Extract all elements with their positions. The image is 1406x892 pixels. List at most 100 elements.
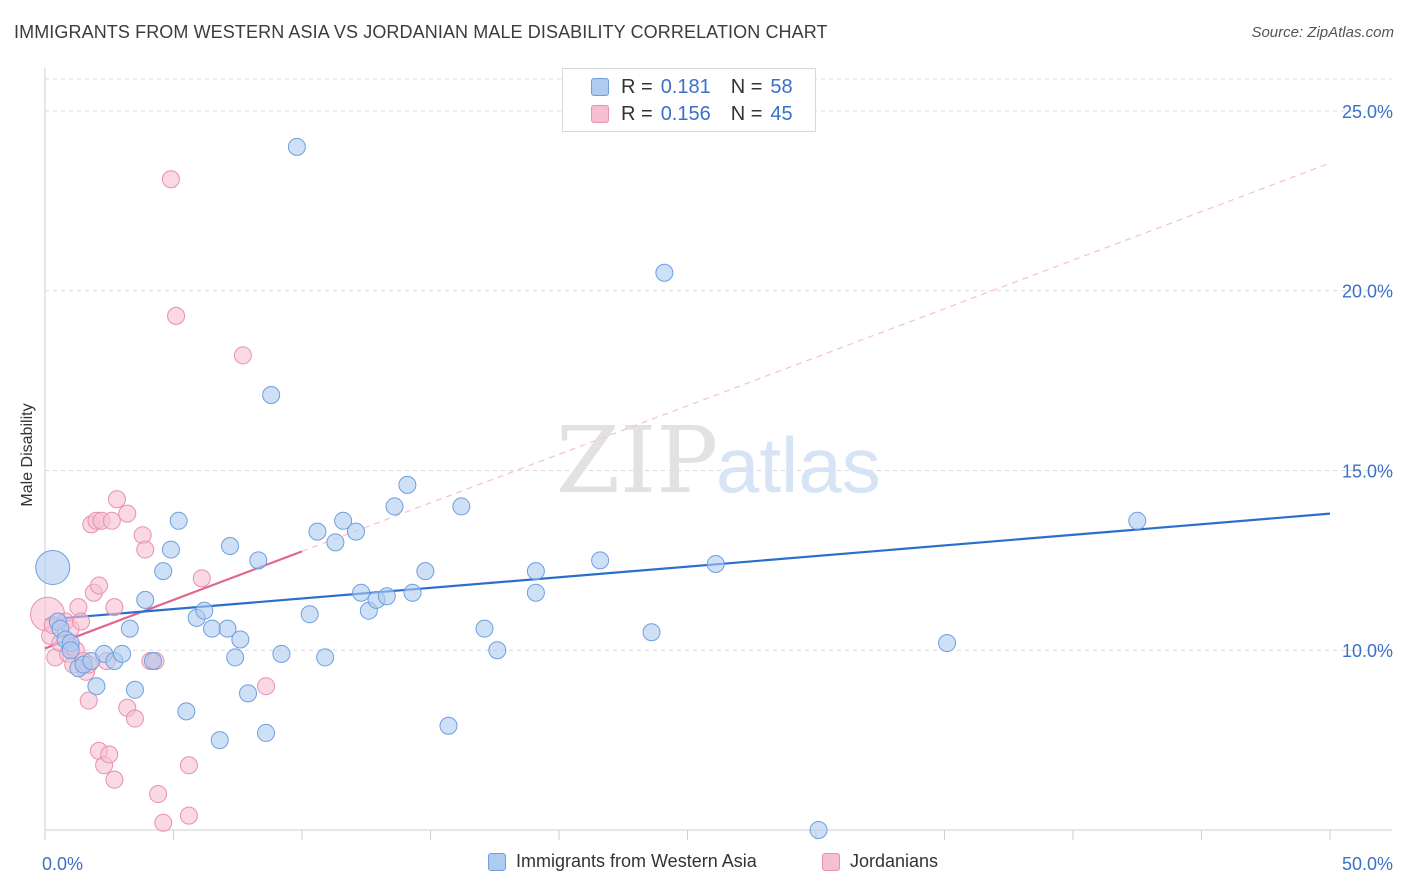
western-asia-point: [938, 634, 957, 653]
watermark-atlas: atlas: [716, 421, 881, 509]
western-asia-point: [475, 619, 494, 638]
western-asia-trend-line: [44, 512, 1331, 621]
western-asia-point: [239, 684, 258, 703]
jordanians-point: [161, 170, 180, 189]
chart-title: IMMIGRANTS FROM WESTERN ASIA VS JORDANIA…: [14, 22, 828, 42]
jordanians-point: [179, 756, 198, 775]
western-asia-point: [526, 562, 545, 581]
legend-swatch-pink: [591, 105, 609, 123]
western-asia-point: [272, 644, 291, 663]
western-asia-point: [226, 648, 245, 667]
western-asia-point: [439, 716, 458, 735]
western-asia-point: [161, 540, 180, 559]
western-asia-point: [203, 619, 222, 638]
trend-lines: [44, 162, 1331, 650]
western-asia-point: [221, 536, 240, 555]
source-note: Source: ZipAtlas.com: [1251, 24, 1394, 41]
western-asia-point: [326, 533, 345, 552]
legend-n-value: 58: [770, 75, 793, 98]
legend-series-label: Immigrants from Western Asia: [516, 851, 757, 871]
western-asia-point: [195, 601, 214, 620]
western-asia-point: [377, 587, 396, 606]
jordanians-point: [105, 598, 124, 617]
jordanians-point: [233, 346, 252, 365]
bottom-legend-western-asia[interactable]: Immigrants from Western Asia: [488, 851, 757, 872]
western-asia-points: [35, 137, 1147, 839]
jordanians-point: [154, 813, 173, 832]
western-asia-point: [113, 644, 132, 663]
western-asia-point: [61, 641, 80, 660]
western-asia-point: [87, 677, 106, 696]
western-asia-point: [452, 497, 471, 516]
axes: [44, 68, 1392, 840]
jordanians-trend-extension: [301, 162, 1331, 552]
western-asia-point: [706, 554, 725, 573]
western-asia-point: [398, 475, 417, 494]
correlation-legend: R = 0.181 N = 58 R = 0.156 N = 45: [562, 68, 816, 132]
legend-n-value: 45: [770, 102, 793, 125]
western-asia-point: [403, 583, 422, 602]
western-asia-point: [136, 590, 155, 609]
watermark: ZIP atlas: [556, 407, 881, 514]
legend-swatch-pink: [822, 852, 840, 871]
jordanians-point: [149, 785, 168, 804]
western-asia-point: [177, 702, 196, 721]
legend-r-value: 0.181: [660, 75, 711, 98]
watermark-zip: ZIP: [556, 407, 718, 514]
western-asia-point: [334, 511, 353, 530]
legend-n-label: N =: [730, 75, 763, 98]
western-asia-point: [154, 562, 173, 581]
bottom-legend-jordanians[interactable]: Jordanians: [822, 851, 938, 872]
y-tick-label: 15.0%: [1342, 461, 1393, 481]
jordanians-point: [102, 511, 121, 530]
y-tick-label: 10.0%: [1342, 641, 1393, 661]
western-asia-point: [210, 731, 229, 750]
jordanians-point: [79, 691, 98, 710]
western-asia-point: [218, 619, 237, 638]
western-asia-point: [143, 652, 162, 671]
jordanians-point: [136, 540, 155, 559]
legend-r-label: R =: [621, 102, 653, 125]
western-asia-point: [809, 821, 828, 839]
legend-r-label: R =: [621, 75, 653, 98]
western-asia-point: [125, 680, 144, 699]
western-asia-point: [169, 511, 188, 530]
legend-r-value: 0.156: [660, 102, 711, 125]
legend-n-label: N =: [730, 102, 763, 125]
western-asia-point: [416, 562, 435, 581]
legend-swatch-blue: [488, 852, 506, 871]
jordanians-point: [118, 504, 137, 523]
y-tick-label: 25.0%: [1342, 102, 1393, 122]
jordanians-point: [125, 709, 144, 728]
western-asia-point: [1128, 511, 1147, 530]
jordanians-point: [89, 576, 108, 595]
western-asia-point: [257, 723, 276, 742]
western-asia-point: [526, 583, 545, 602]
jordanians-point: [257, 677, 276, 696]
western-asia-point: [642, 623, 661, 642]
legend-swatch-blue: [591, 78, 609, 96]
western-asia-point: [35, 550, 71, 586]
jordanians-point: [71, 612, 90, 631]
jordanians-point: [179, 806, 198, 825]
x-tick-label-max: 50.0%: [1342, 854, 1393, 874]
jordanians-point: [105, 770, 124, 789]
western-asia-point: [346, 522, 365, 541]
jordanians-point: [167, 306, 186, 325]
legend-series-label: Jordanians: [850, 851, 939, 871]
western-asia-point: [655, 263, 674, 282]
y-tick-label: 20.0%: [1342, 282, 1393, 302]
western-asia-point: [231, 630, 250, 649]
western-asia-point: [287, 137, 306, 156]
western-asia-point: [120, 619, 139, 638]
western-asia-point: [262, 385, 281, 404]
western-asia-point: [385, 497, 404, 516]
legend-row-western-asia: R = 0.181 N = 58: [563, 74, 793, 100]
jordanians-points: [30, 170, 276, 832]
jordanians-point: [107, 490, 126, 509]
x-tick-label-min: 0.0%: [42, 854, 83, 874]
jordanians-point: [100, 745, 119, 764]
western-asia-point: [316, 648, 335, 667]
jordanians-point: [192, 569, 211, 588]
